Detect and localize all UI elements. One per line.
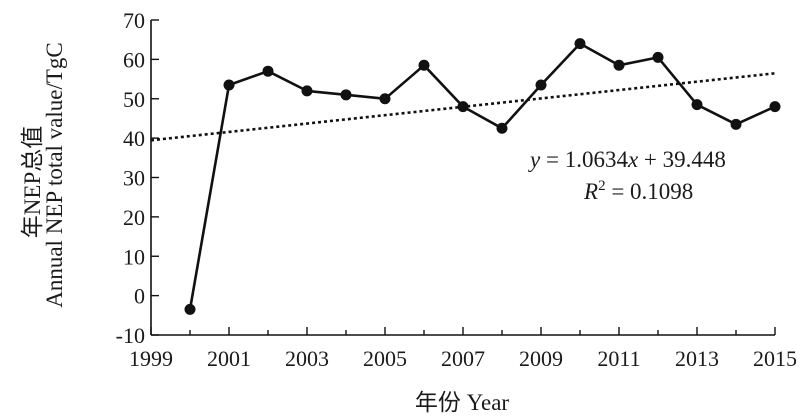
- data-point: [691, 99, 703, 111]
- data-point: [496, 122, 508, 134]
- x-tick-label: 2011: [597, 346, 640, 371]
- y-tick-label: 50: [123, 87, 145, 112]
- x-tick-label: 2005: [363, 346, 407, 371]
- data-point: [262, 65, 274, 77]
- y-tick-label: 0: [134, 284, 145, 309]
- data-point: [457, 101, 469, 113]
- y-axis-title-line2: Annual NEP total value/TgC: [42, 42, 67, 308]
- x-tick-label: 2013: [675, 346, 719, 371]
- data-point: [301, 85, 313, 97]
- data-point: [613, 59, 625, 71]
- data-point: [730, 118, 742, 130]
- data-point: [535, 79, 547, 91]
- y-tick-label: 20: [123, 205, 145, 230]
- x-tick-label: 2001: [207, 346, 251, 371]
- y-tick-label: 40: [123, 126, 145, 151]
- y-tick-label: -10: [116, 323, 145, 348]
- data-point: [340, 89, 352, 101]
- data-point: [769, 101, 781, 113]
- x-tick-label: 2007: [441, 346, 485, 371]
- x-tick-label: 2003: [285, 346, 329, 371]
- y-ticks: -10 0 10 20 30 40 50 60 70: [116, 8, 159, 348]
- series-line: [188, 42, 776, 310]
- axes: [150, 20, 775, 336]
- y-tick-label: 30: [123, 166, 145, 191]
- series-group: [184, 38, 781, 315]
- data-point: [652, 51, 664, 63]
- x-tick-label: 2009: [519, 346, 563, 371]
- x-tick-label: 1999: [129, 346, 173, 371]
- data-point: [184, 303, 196, 315]
- data-point: [379, 93, 391, 105]
- x-tick-label: 2015: [753, 346, 797, 371]
- data-point: [223, 79, 235, 91]
- trend-r-squared: R2 = 0.1098: [583, 178, 693, 204]
- x-axis-title: 年份 Year: [415, 390, 509, 415]
- y-tick-label: 10: [123, 244, 145, 269]
- y-tick-label: 60: [123, 47, 145, 72]
- data-point: [574, 38, 586, 50]
- x-ticks: 1999 2001 2003 2005 2007 2009 2011 2013 2015: [129, 327, 797, 371]
- trend-equation: y = 1.0634x + 39.448: [528, 147, 726, 172]
- data-point: [418, 59, 430, 71]
- y-axis-title-line1: 年NEP总值: [20, 126, 45, 238]
- y-tick-label: 70: [123, 8, 145, 33]
